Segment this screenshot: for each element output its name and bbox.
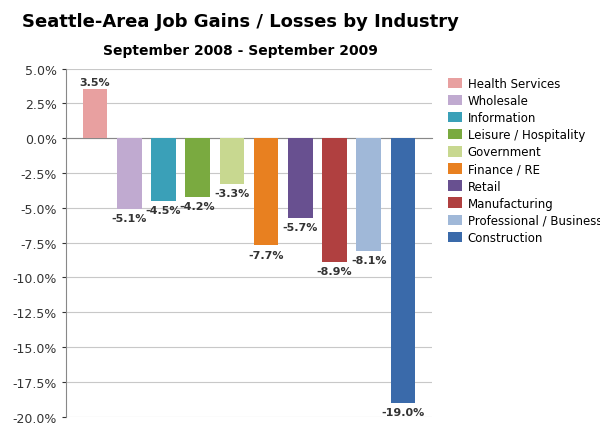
Text: -8.9%: -8.9%	[317, 266, 352, 276]
Text: September 2008 - September 2009: September 2008 - September 2009	[103, 43, 377, 57]
Legend: Health Services, Wholesale, Information, Leisure / Hospitality, Government, Fina: Health Services, Wholesale, Information,…	[445, 76, 600, 247]
Text: 3.5%: 3.5%	[80, 78, 110, 88]
Text: -3.3%: -3.3%	[214, 189, 250, 199]
Text: -4.2%: -4.2%	[180, 201, 215, 211]
Text: -19.0%: -19.0%	[382, 407, 425, 417]
Bar	[185, 139, 210, 197]
Bar	[220, 139, 244, 185]
Text: -4.5%: -4.5%	[146, 206, 181, 216]
Text: -5.7%: -5.7%	[283, 222, 318, 232]
Bar	[83, 90, 107, 139]
Bar	[288, 139, 313, 218]
Bar	[151, 139, 176, 201]
Text: Seattle-Area Job Gains / Losses by Industry: Seattle-Area Job Gains / Losses by Indus…	[22, 13, 458, 31]
Bar	[254, 139, 278, 246]
Text: -5.1%: -5.1%	[112, 214, 147, 224]
Text: -7.7%: -7.7%	[248, 250, 284, 260]
Bar	[356, 139, 381, 251]
Text: -8.1%: -8.1%	[351, 256, 386, 266]
Bar	[117, 139, 142, 210]
Bar	[391, 139, 415, 403]
Bar	[322, 139, 347, 263]
